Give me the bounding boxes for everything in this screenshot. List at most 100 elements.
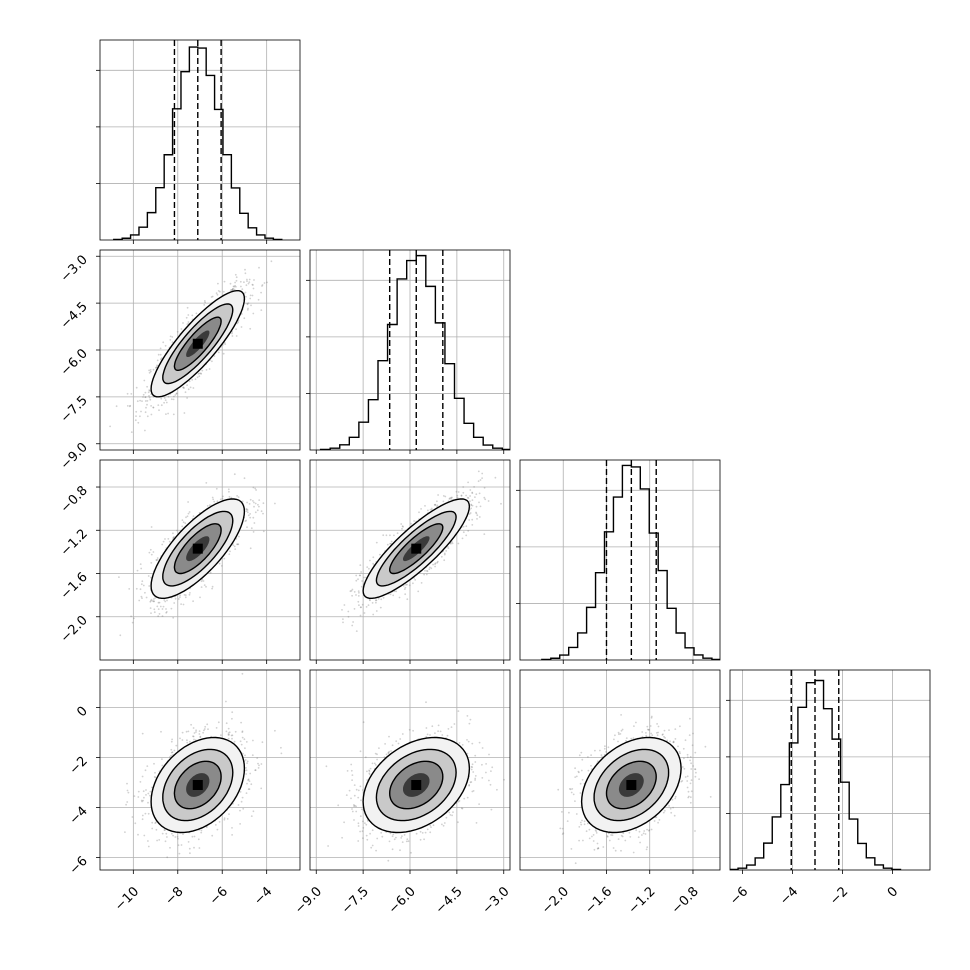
sample-point [239,280,242,283]
sample-point [436,500,438,503]
sample-point [359,606,362,609]
sample-point [594,749,596,752]
sample-point [237,804,240,806]
sample-point [580,751,583,754]
sample-point [449,814,452,816]
sample-point [347,615,350,618]
sample-point [231,737,233,740]
sample-point [585,830,588,833]
sample-point [245,741,248,743]
sample-point [478,492,481,495]
sample-point [231,289,234,291]
sample-point [148,395,150,397]
sample-point [173,536,175,538]
sample-point [448,498,451,500]
sample-point [211,587,214,590]
sample-point [149,600,152,603]
sample-point [350,797,352,800]
sample-point [391,744,394,747]
sample-point [362,721,365,724]
sample-point [246,782,248,785]
sample-point [348,789,351,792]
sample-point [140,567,143,570]
panel-frame [99,669,301,871]
y-tick-label: −4 [67,804,91,828]
sample-point [494,476,497,479]
x-tick-label: −3.0 [480,884,513,917]
sample-point [355,574,358,577]
sample-point [192,387,195,389]
sample-point [466,796,469,799]
sample-point [210,296,213,298]
sample-point [625,739,627,742]
sample-point [451,814,453,817]
sample-point [164,840,167,843]
sample-point [466,715,469,717]
sample-point [606,835,609,838]
sample-point [135,410,138,413]
sample-point [188,847,191,850]
sample-point [156,839,159,842]
sample-point [350,589,353,592]
sample-point [139,781,142,783]
x-tick-label: −6.0 [386,884,419,917]
sample-point [461,537,464,540]
sample-point [193,835,196,838]
sample-point [245,508,248,511]
sample-point [211,585,214,588]
sample-point [682,747,685,750]
sample-point [250,783,253,786]
sample-point [471,766,474,769]
sample-point [254,769,257,771]
sample-point [144,812,147,815]
sample-point [400,837,403,839]
sample-point [195,731,197,733]
sample-point [245,767,247,769]
sample-point [243,281,245,284]
sample-point [153,762,155,765]
sample-point [133,795,136,797]
sample-point [145,406,147,409]
sample-point [118,576,120,578]
sample-point [457,542,460,545]
y-tick-label: −2.0 [58,613,91,646]
sample-point [246,278,248,281]
sample-point [424,569,426,572]
sample-point [401,841,404,843]
sample-point [248,780,251,782]
sample-point [181,739,184,741]
sample-point [429,824,432,827]
sample-point [197,838,200,841]
sample-point [388,840,391,843]
sample-point [617,740,619,743]
sample-point [386,543,389,546]
sample-point [421,832,424,834]
sample-point [161,543,164,546]
sample-point [242,807,245,810]
sample-point [357,825,360,827]
sample-point [254,511,257,514]
sample-point [188,380,191,383]
sample-point [245,769,248,772]
y-tick-label: −1.6 [58,570,91,603]
sample-point [642,832,645,835]
sample-point [177,844,180,847]
sample-point [390,540,393,543]
sample-point [649,725,652,727]
sample-point [402,525,404,528]
sample-point [252,516,255,519]
y-tick-label: −6 [67,854,91,878]
sample-point [478,516,481,518]
sample-point [144,411,147,414]
sample-point [238,535,240,538]
density-peak [192,780,203,790]
contour-inner [173,523,222,575]
sample-point [478,803,480,805]
sample-point [474,779,476,781]
sample-point [674,797,677,800]
sample-point [200,829,203,832]
sample-point [219,498,222,501]
sample-point [361,789,364,791]
sample-point [205,826,208,828]
sample-point [467,481,469,484]
